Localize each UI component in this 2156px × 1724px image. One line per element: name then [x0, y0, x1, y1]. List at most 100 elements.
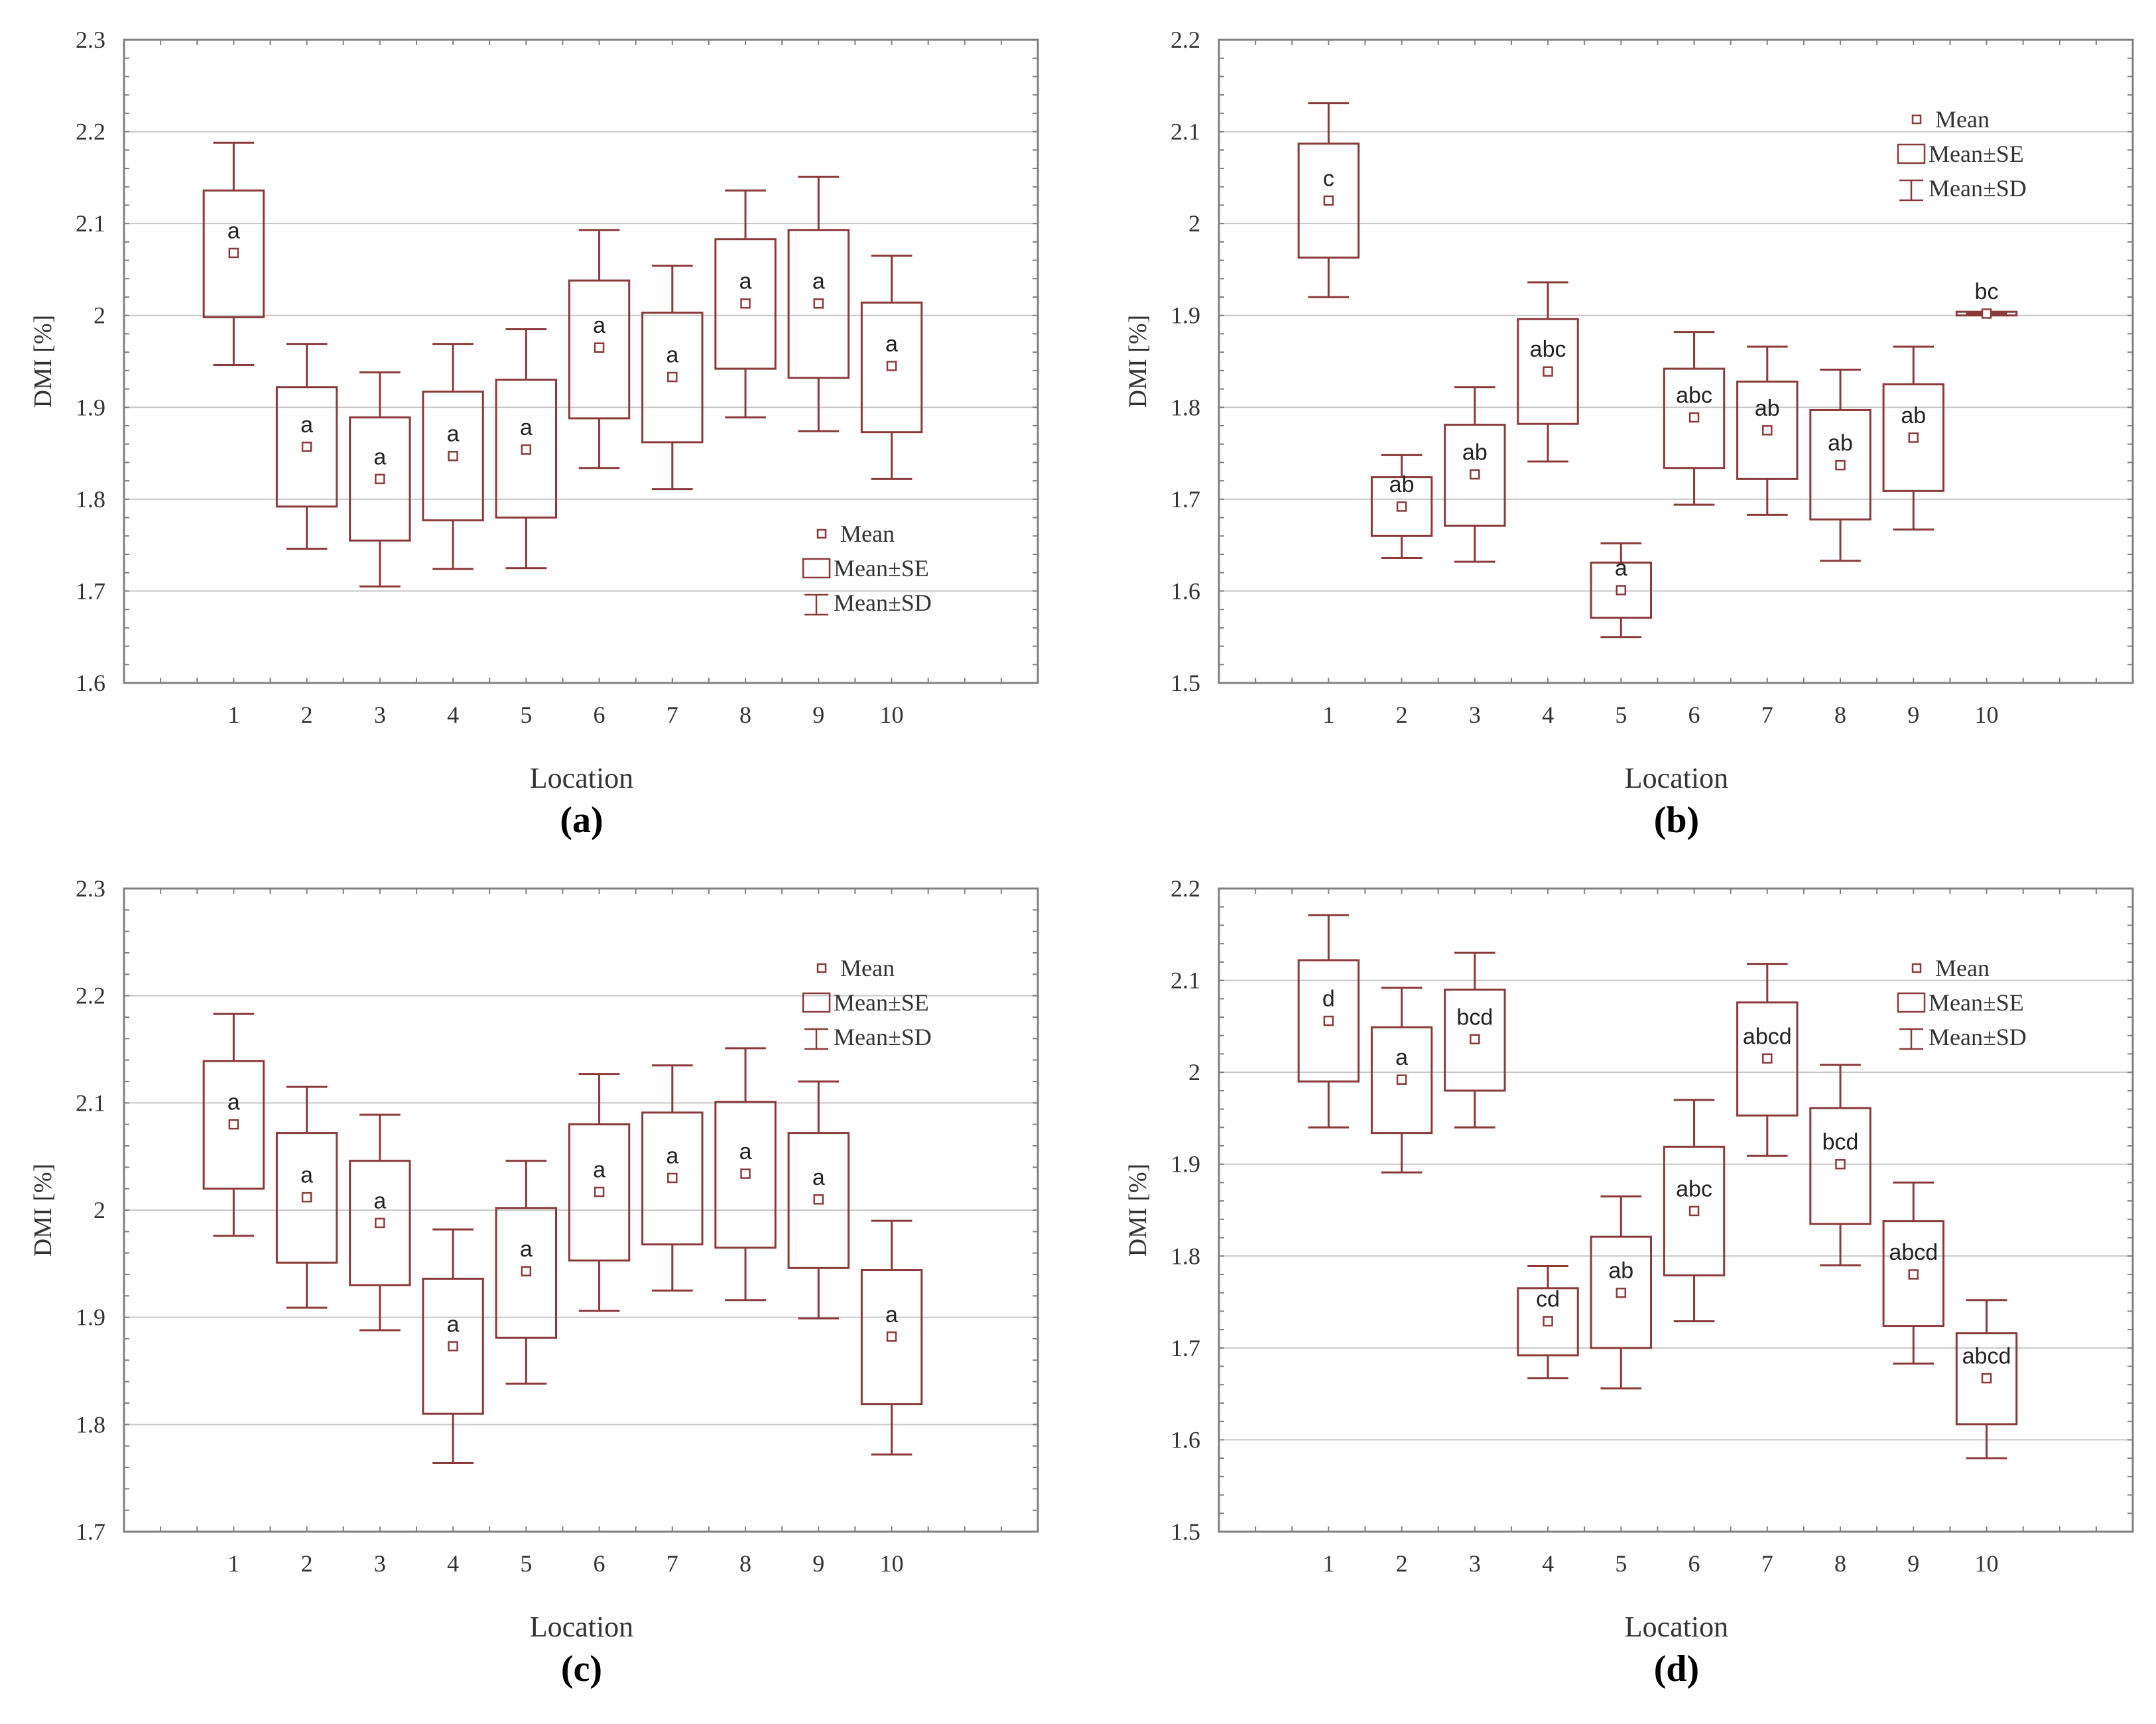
plot-frame [1218, 887, 2134, 1533]
x-axis-title: Location [1625, 1611, 1728, 1643]
x-tick-label: 8 [1834, 702, 1846, 728]
mean-marker [1908, 1269, 1919, 1280]
se-box [1297, 959, 1360, 1083]
y-tick-label: 1.5 [1171, 1518, 1200, 1545]
significance-letter: c [1323, 166, 1334, 192]
se-box [787, 229, 850, 379]
mean-marker [301, 442, 312, 452]
se-box [349, 1160, 411, 1286]
se-box [1370, 476, 1433, 537]
panel-c: 1.7 1.8 1.9 2 2.1 2.2 2.3 1 2 3 4 5 6 7 8 9 10 Location DM… [29, 875, 1039, 1690]
legend-se-box [1897, 992, 1926, 1013]
box-location-8: bcd [1809, 1064, 1871, 1266]
legend-label-mean: Mean [1935, 106, 1990, 133]
box-location-4: abc [1517, 281, 1579, 463]
x-tick-label: 5 [520, 1550, 532, 1577]
y-tick-label: 2.2 [1171, 875, 1200, 902]
significance-letter: abcd [1889, 1240, 1938, 1265]
y-tick-label: 1.9 [1171, 1151, 1200, 1178]
significance-letter: a [227, 218, 240, 243]
box-location-1: c [1297, 102, 1360, 298]
legend: Mean Mean±SE Mean±SD [1897, 106, 2027, 202]
se-box [1663, 367, 1726, 469]
y-axis-title: DMI [%] [1124, 1164, 1152, 1257]
y-tick-label: 2.3 [76, 27, 105, 53]
x-tick-label: 4 [1542, 702, 1554, 728]
mean-marker [375, 1217, 385, 1229]
box-location-1: a [202, 141, 265, 367]
box-location-5: a [1590, 542, 1653, 639]
significance-letter: a [520, 415, 533, 440]
se-box [568, 1123, 631, 1262]
se-box [568, 279, 631, 420]
significance-letter: abc [1530, 337, 1566, 362]
significance-letter: bc [1975, 279, 1999, 304]
se-box [1590, 561, 1653, 619]
se-box [1517, 1287, 1579, 1357]
box-location-3: ab [1444, 386, 1506, 563]
se-box [860, 1269, 923, 1406]
panel-d: 1.5 1.6 1.7 1.8 1.9 2 2.1 2.2 1 2 3 4 5 6 7 8 9 10 Locatio… [1124, 875, 2134, 1690]
legend-mean-marker [816, 963, 827, 973]
mean-marker [667, 1172, 678, 1184]
significance-letter: a [812, 1165, 825, 1190]
significance-letter: a [812, 269, 825, 294]
significance-letter: a [447, 422, 460, 447]
mean-marker [1543, 1316, 1553, 1327]
significance-letter: d [1322, 987, 1335, 1012]
mean-marker [1323, 1015, 1334, 1026]
legend-mean-marker [816, 528, 827, 539]
x-tick-label: 2 [1396, 1550, 1408, 1577]
x-tick-label: 8 [1834, 1550, 1846, 1577]
y-tick-label: 2.1 [1171, 967, 1200, 994]
panel-b: 1.5 1.6 1.7 1.8 1.9 2 2.1 2.2 1 2 3 4 5 6 7 8 9 10 Locatio… [1124, 27, 2134, 841]
panel-a: 1.6 1.7 1.8 1.9 2 2.1 2.2 2.3 1 2 3 4 5 6 7 8 9 10 Locatio… [29, 27, 1039, 841]
se-box [1809, 1107, 1871, 1225]
x-tick-label: 5 [1615, 702, 1627, 728]
mean-marker [594, 342, 605, 353]
panel-caption: (d) [1654, 1648, 1699, 1690]
mean-marker [448, 450, 458, 462]
legend-label-se: Mean±SE [834, 989, 929, 1016]
box-location-9: abcd [1882, 1181, 1944, 1365]
x-tick-label: 1 [1322, 702, 1334, 728]
y-tick-label: 2.1 [1171, 119, 1200, 145]
x-tick-label: 10 [880, 702, 904, 728]
x-tick-label: 1 [227, 702, 239, 728]
box-location-1: d [1297, 914, 1360, 1129]
mean-marker [228, 1119, 239, 1130]
x-tick-label: 1 [1322, 1550, 1334, 1577]
significance-letter: a [593, 313, 605, 338]
box-location-4: a [422, 1228, 484, 1465]
mean-marker [594, 1186, 605, 1198]
legend-label-mean: Mean [1935, 955, 1990, 981]
x-tick-label: 3 [374, 1550, 386, 1577]
y-tick-label: 2.2 [1171, 27, 1200, 53]
mean-marker [813, 298, 824, 309]
significance-letter: a [1615, 556, 1627, 581]
x-tick-label: 8 [739, 702, 751, 728]
mean-marker [886, 361, 897, 371]
y-tick-label: 1.6 [76, 670, 105, 696]
box-location-10: a [860, 255, 923, 480]
mean-marker [740, 1168, 751, 1179]
panel-caption: (a) [560, 800, 603, 841]
mean-marker [1981, 308, 1992, 319]
legend-label-mean: Mean [840, 955, 895, 981]
se-box [1736, 1001, 1799, 1117]
box-location-2: a [275, 343, 338, 550]
se-box [787, 1132, 850, 1269]
box-location-3: bcd [1444, 952, 1506, 1129]
significance-letter: bcd [1456, 1005, 1493, 1030]
y-tick-label: 1.8 [76, 486, 105, 513]
box-location-7: abcd [1736, 963, 1799, 1157]
se-box [1882, 383, 1944, 492]
significance-letter: a [666, 343, 678, 368]
y-tick-label: 1.8 [1171, 1243, 1200, 1269]
se-box [1444, 424, 1506, 527]
mean-marker [1762, 1053, 1773, 1064]
significance-letter: abc [1676, 383, 1712, 408]
significance-letter: bcd [1822, 1130, 1859, 1155]
se-box [422, 391, 484, 522]
mean-marker [1835, 460, 1846, 471]
